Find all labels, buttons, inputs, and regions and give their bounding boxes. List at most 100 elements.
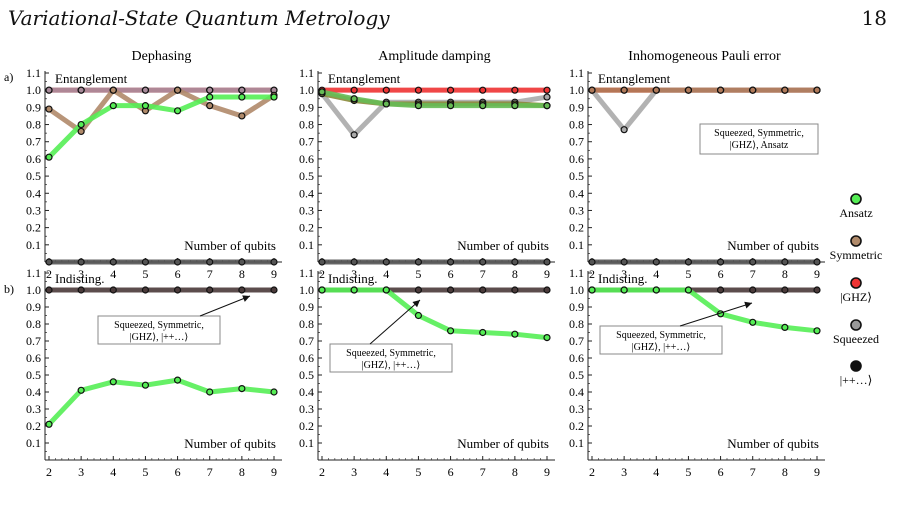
x-axis-label: Number of qubits — [184, 238, 276, 253]
data-point — [620, 86, 628, 94]
y-tick-label: 0.2 — [299, 419, 314, 433]
data-point — [141, 381, 150, 389]
series-line — [46, 94, 277, 160]
data-point — [45, 286, 53, 294]
data-point — [238, 93, 246, 101]
legend-item: Ansatz — [839, 193, 873, 220]
row-label: b) — [4, 282, 14, 296]
series-line — [46, 377, 277, 427]
y-tick-label: 0.7 — [299, 334, 314, 348]
y-tick-label: 0.1 — [299, 436, 314, 450]
y-tick-label: 0.6 — [26, 351, 41, 365]
x-tick-label: 4 — [653, 267, 659, 281]
data-point — [684, 258, 693, 266]
x-tick-label: 5 — [415, 465, 421, 479]
data-point — [77, 120, 85, 129]
x-tick-label: 7 — [207, 267, 213, 281]
x-tick-label: 2 — [46, 267, 52, 281]
data-point — [684, 286, 693, 294]
y-tick-label: 0.5 — [569, 368, 584, 382]
y-tick-label: 0.5 — [26, 368, 41, 382]
y-tick-label: 1.0 — [299, 283, 314, 297]
data-point — [446, 286, 455, 294]
y-tick-label: 0.5 — [299, 368, 314, 382]
data-point — [652, 286, 660, 294]
data-point — [109, 102, 117, 110]
x-tick-label: 5 — [685, 465, 691, 479]
legend-label: Symmetric — [830, 248, 883, 262]
y-tick-label: 0.5 — [26, 169, 41, 183]
annotation-text: Squeezed, Symmetric, — [346, 348, 436, 359]
y-tick-label: 0.3 — [569, 203, 584, 217]
x-tick-label: 2 — [46, 465, 52, 479]
data-point — [206, 93, 214, 101]
data-point — [141, 286, 150, 294]
data-point — [511, 286, 519, 294]
x-tick-label: 7 — [480, 465, 486, 479]
data-point — [206, 286, 214, 294]
data-point — [543, 258, 551, 266]
data-point — [446, 102, 455, 110]
x-tick-label: 3 — [351, 267, 357, 281]
x-tick-label: 7 — [207, 465, 213, 479]
data-point — [414, 311, 423, 320]
legend-marker — [850, 319, 862, 331]
data-point — [781, 86, 789, 94]
data-point — [813, 258, 821, 266]
data-point — [109, 86, 117, 94]
y-tick-label: 1.0 — [26, 283, 41, 297]
legend-label: Squeezed — [833, 332, 879, 346]
data-point — [414, 286, 423, 294]
data-point — [382, 286, 390, 294]
y-tick-label: 0.1 — [569, 436, 584, 450]
data-point — [270, 286, 278, 294]
y-tick-label: 0.1 — [569, 238, 584, 252]
y-tick-label: 0.7 — [299, 135, 314, 149]
x-axis-label: Number of qubits — [457, 436, 549, 451]
plot-panel: 0.1 0.2 0.3 0.4 0.5 0.6 0.7 0.8 0.9 1.0 1.1 2 3 4 5 6 7 8… — [299, 266, 555, 479]
data-point — [813, 86, 821, 94]
x-tick-label: 5 — [415, 267, 421, 281]
data-point — [479, 328, 487, 337]
y-tick-label: 0.8 — [26, 118, 41, 132]
y-tick-label: 1.1 — [26, 66, 41, 80]
legend-label: |GHZ⟩ — [840, 290, 872, 304]
annotation-text: |GHZ⟩, |++…⟩ — [130, 332, 189, 343]
column-title: Inhomogeneous Pauli error — [628, 49, 781, 64]
x-tick-label: 6 — [175, 267, 181, 281]
x-tick-label: 7 — [750, 267, 756, 281]
annotation-text: |GHZ⟩, |++…⟩ — [362, 360, 421, 371]
data-point — [206, 388, 214, 396]
data-point — [716, 86, 725, 94]
x-tick-label: 6 — [175, 465, 181, 479]
running-header-title: Variational-State Quantum Metrology — [8, 6, 390, 30]
data-point — [238, 86, 246, 94]
y-tick-label: 0.4 — [26, 186, 41, 200]
y-tick-label: 0.9 — [569, 300, 584, 314]
data-point — [350, 86, 358, 94]
data-point — [414, 258, 423, 266]
legend-marker — [850, 193, 862, 205]
legend-label: Ansatz — [839, 206, 872, 220]
plot-panel: 0.1 0.2 0.3 0.4 0.5 0.6 0.7 0.8 0.9 1.0 1.1 2 3 4 5 6 7 8… — [299, 66, 555, 281]
annotation-text: Squeezed, Symmetric, — [114, 320, 204, 331]
annotation-box — [329, 343, 453, 373]
x-tick-label: 4 — [383, 465, 389, 479]
data-point — [45, 153, 53, 161]
y-tick-label: 0.1 — [26, 238, 41, 252]
data-point — [588, 286, 596, 294]
y-tick-label: 0.4 — [569, 385, 584, 399]
data-point — [749, 318, 757, 326]
y-tick-label: 0.9 — [299, 100, 314, 114]
plot-panel: 0.1 0.2 0.3 0.4 0.5 0.6 0.7 0.8 0.9 1.0 1.1 2 3 4 5 6 7 8… — [26, 266, 282, 479]
annotation: Squeezed, Symmetric,|GHZ⟩, |++…⟩ — [97, 295, 251, 345]
series-line — [319, 89, 550, 109]
x-tick-label: 3 — [351, 465, 357, 479]
data-point — [716, 286, 725, 294]
data-point — [350, 286, 358, 294]
x-tick-label: 8 — [239, 267, 245, 281]
x-tick-label: 4 — [110, 267, 116, 281]
data-point — [318, 286, 326, 294]
data-point — [318, 258, 326, 266]
